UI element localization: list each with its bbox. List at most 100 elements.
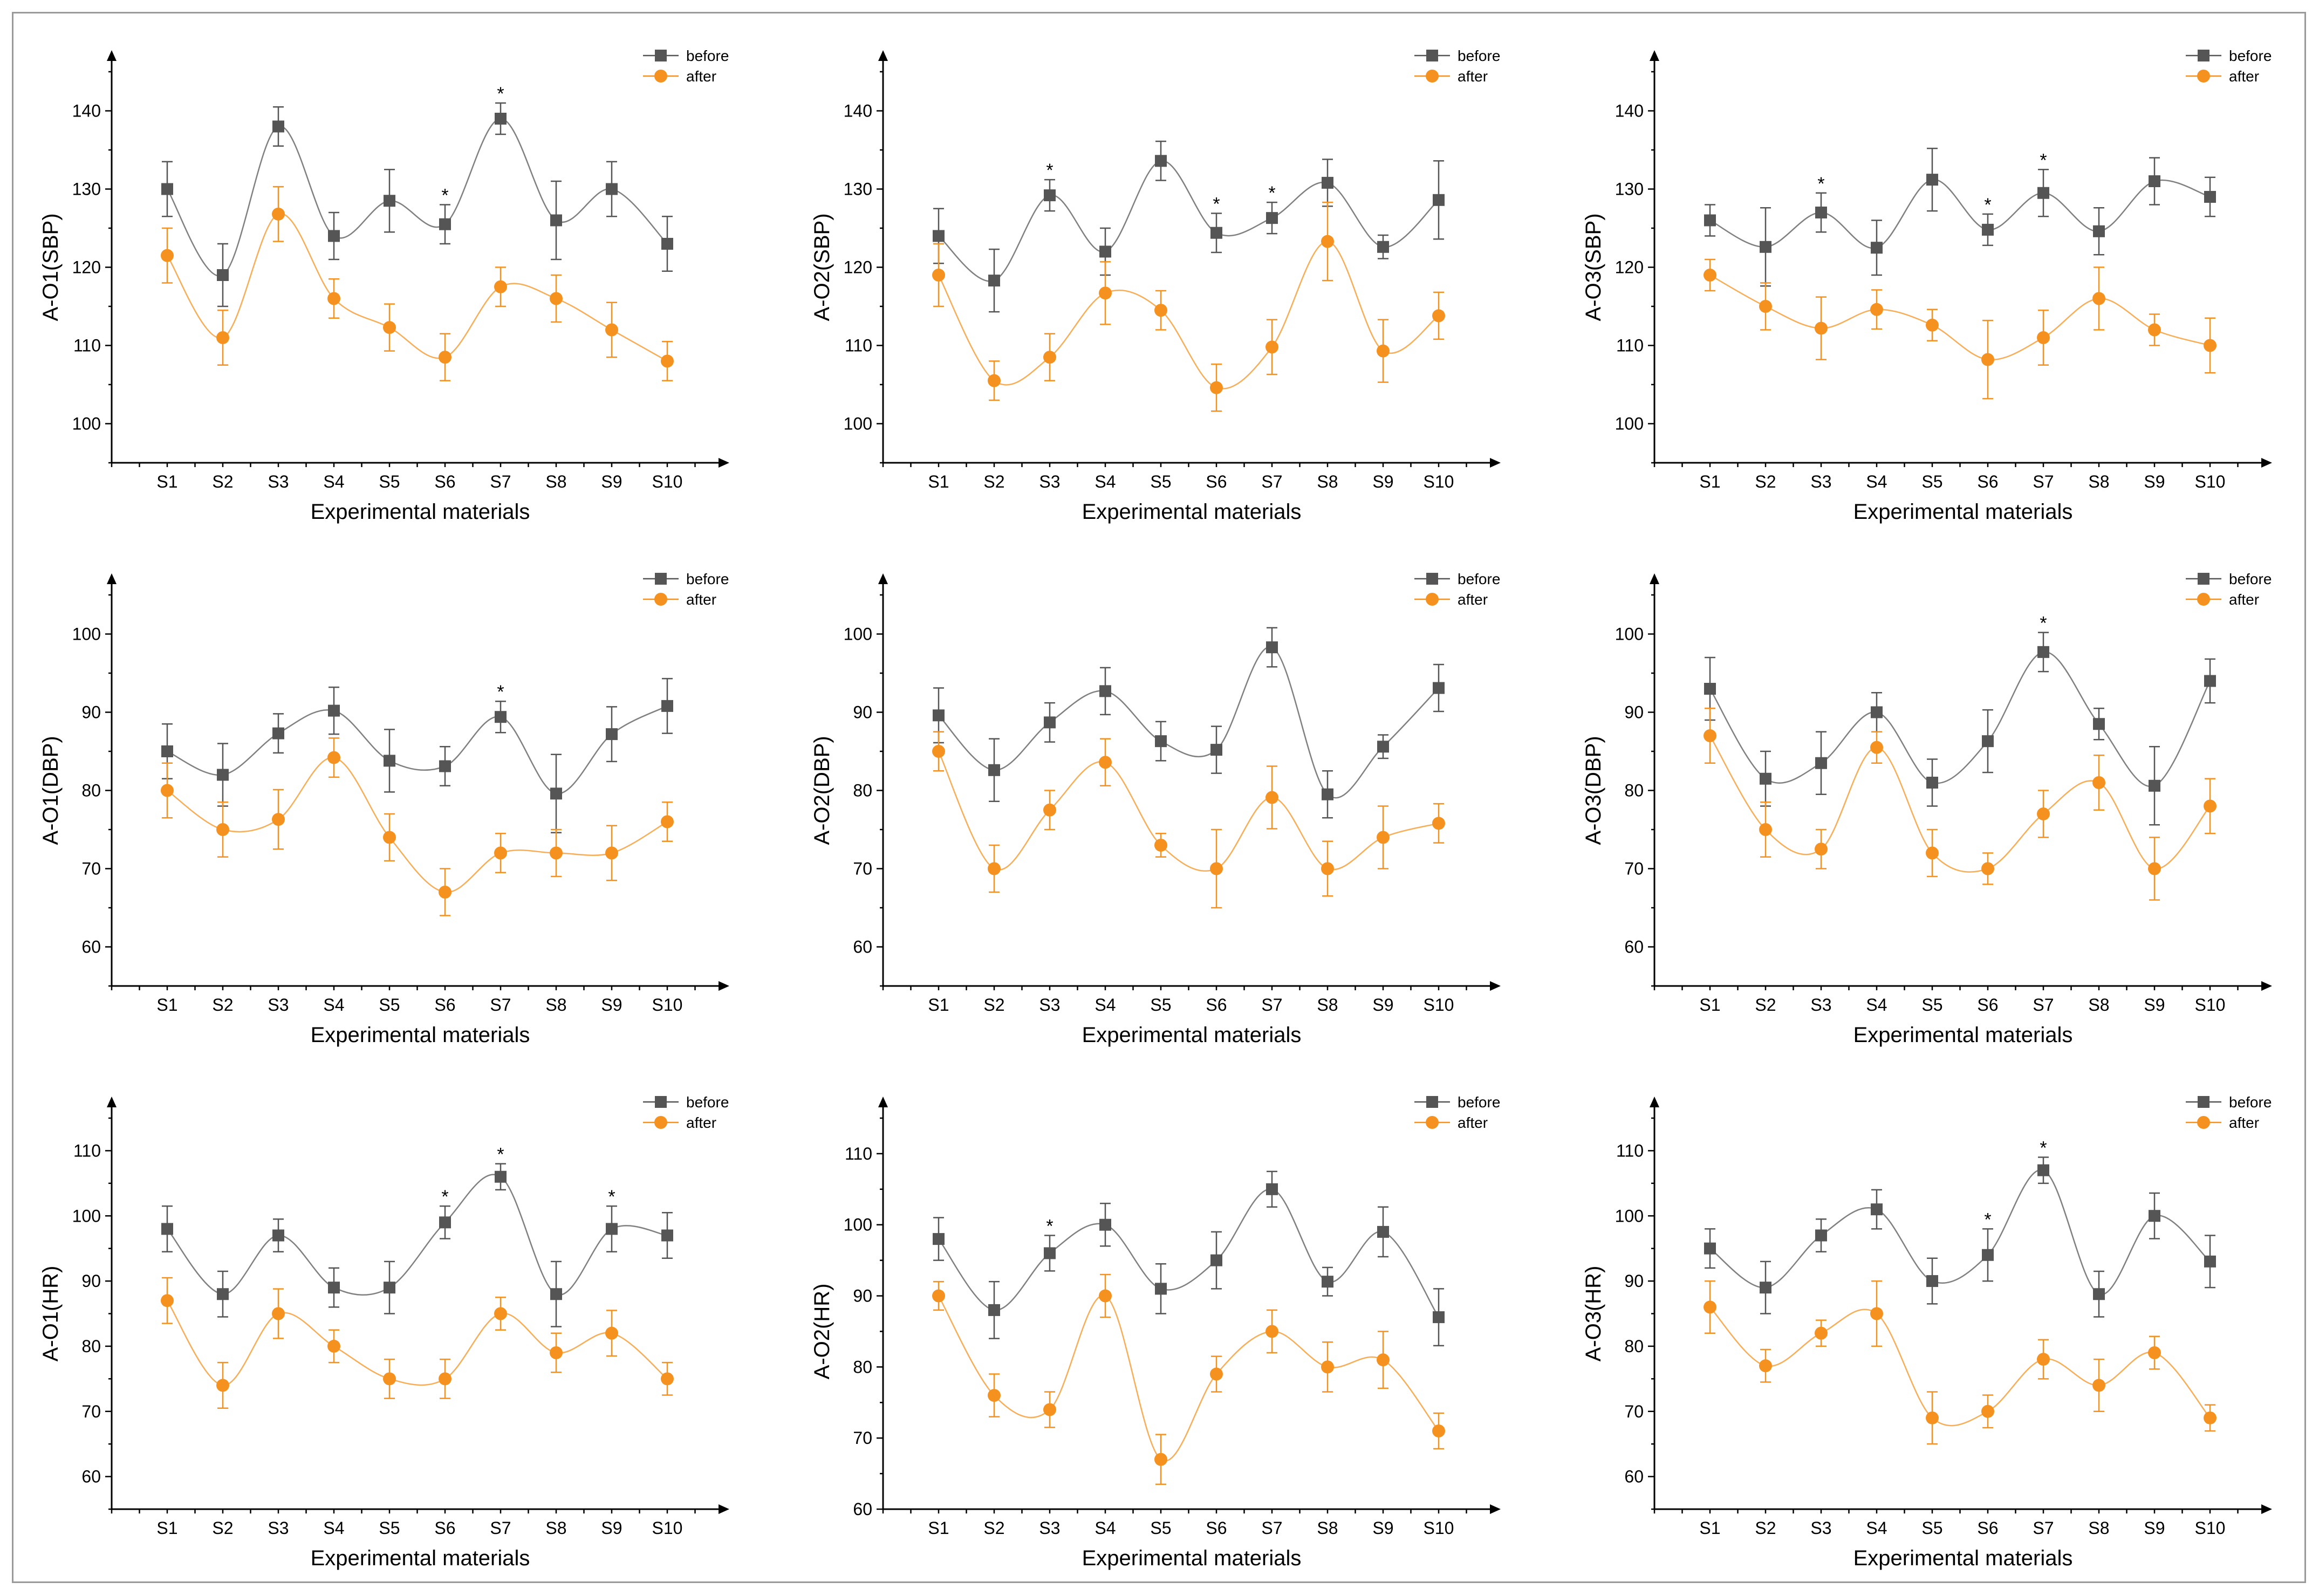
data-point-before <box>1155 155 1167 167</box>
y-tick-label: 110 <box>845 1144 872 1163</box>
legend-marker <box>2197 593 2210 606</box>
x-tick-label: S9 <box>1372 995 1393 1015</box>
x-tick-label: S4 <box>1094 1518 1116 1538</box>
y-tick-label: 60 <box>1624 1467 1644 1487</box>
series-line-before <box>938 1188 1440 1318</box>
data-point-before <box>1704 683 1716 695</box>
x-tick-label: S6 <box>1977 995 1998 1015</box>
data-point-after <box>932 745 945 758</box>
series-line-after <box>938 241 1439 389</box>
legend-item-after: after <box>1414 591 1488 608</box>
legend-marker <box>1426 593 1439 606</box>
data-point-after <box>161 784 174 797</box>
data-point-after <box>605 846 618 860</box>
series-line-after <box>1709 1306 2211 1427</box>
y-tick-label: 70 <box>853 859 872 879</box>
legend-item-after: after <box>2186 68 2259 85</box>
y-tick-label: 140 <box>1615 101 1644 121</box>
data-point-after <box>932 269 945 282</box>
series-line-before <box>938 160 1439 282</box>
y-axis-title: A-O3(HR) <box>1582 1266 1605 1362</box>
series-before <box>933 627 1445 819</box>
data-point-before <box>1815 207 1827 218</box>
legend-marker <box>654 1116 667 1129</box>
data-point-after <box>272 207 285 221</box>
x-tick-label: S2 <box>1755 1518 1776 1538</box>
data-point-after <box>161 249 174 262</box>
data-point-before <box>2093 718 2105 730</box>
data-point-before <box>1704 214 1716 227</box>
legend-marker <box>654 70 667 83</box>
legend-item-after: after <box>643 1114 716 1131</box>
x-tick-label: S4 <box>1866 472 1887 491</box>
y-tick-label: 80 <box>853 781 872 800</box>
y-axis-title: A-O3(SBP) <box>1582 213 1605 321</box>
data-point-before <box>933 709 945 722</box>
legend-marker <box>654 593 667 606</box>
data-point-before <box>2093 225 2105 237</box>
data-point-before <box>2149 175 2160 187</box>
x-axis-title: Experimental materials <box>1853 1023 2073 1047</box>
data-point-before <box>988 1304 1000 1316</box>
data-point-before <box>1377 741 1389 753</box>
significance-marker: * <box>441 1187 448 1207</box>
legend-label: after <box>686 591 716 608</box>
data-point-before <box>217 269 229 281</box>
data-point-before <box>1266 1183 1278 1195</box>
x-tick-label: S10 <box>1424 472 1454 491</box>
x-tick-label: S2 <box>1755 995 1776 1015</box>
x-tick-label: S8 <box>1317 995 1338 1015</box>
data-point-before <box>1926 174 1938 186</box>
data-point-after <box>605 323 618 337</box>
x-tick-label: S4 <box>1094 995 1116 1015</box>
y-tick-label: 70 <box>81 859 101 879</box>
x-tick-label: S7 <box>490 472 511 491</box>
data-point-before <box>1322 788 1333 800</box>
data-point-before <box>384 755 395 767</box>
data-point-before <box>495 113 507 125</box>
data-point-before <box>1433 1311 1445 1324</box>
x-tick-label: S7 <box>2033 1518 2054 1538</box>
x-tick-label: S1 <box>928 472 949 491</box>
data-point-after <box>1432 309 1445 323</box>
data-point-before <box>933 1233 945 1245</box>
y-tick-label: 60 <box>81 937 101 957</box>
data-point-after <box>1265 791 1278 804</box>
legend-label: before <box>1458 47 1500 64</box>
significance-marker: * <box>497 1145 504 1165</box>
y-axis-arrow <box>1650 1097 1659 1107</box>
data-point-before <box>439 218 451 230</box>
data-point-before <box>495 711 507 723</box>
x-tick-label: S8 <box>545 1518 566 1538</box>
data-point-before <box>1044 189 1056 202</box>
significance-marker: * <box>497 84 504 104</box>
data-point-before <box>1266 212 1278 224</box>
y-tick-label: 90 <box>1624 1271 1644 1291</box>
data-point-after <box>1321 1360 1334 1374</box>
x-tick-label: S4 <box>1866 1518 1887 1538</box>
legend-item-after: after <box>2186 591 2259 608</box>
legend-marker <box>2198 1096 2209 1108</box>
x-axis-title: Experimental materials <box>1082 1546 1302 1570</box>
data-point-after <box>439 1372 452 1386</box>
data-point-after <box>2204 339 2217 352</box>
data-point-after <box>327 751 340 764</box>
data-point-after <box>1870 1307 1883 1320</box>
y-axis-arrow <box>107 50 117 61</box>
x-tick-label: S2 <box>212 995 233 1015</box>
legend-label: before <box>686 571 729 587</box>
data-point-before <box>1210 744 1222 756</box>
data-point-after <box>1704 729 1716 742</box>
data-point-before <box>988 275 1000 287</box>
series-after <box>1704 258 2217 400</box>
x-axis-arrow <box>2261 1504 2272 1514</box>
data-point-before <box>1377 1225 1389 1238</box>
x-tick-label: S9 <box>2144 1518 2165 1538</box>
legend-label: before <box>2229 1094 2272 1111</box>
y-tick-label: 100 <box>72 414 101 434</box>
x-tick-label: S5 <box>1150 1518 1171 1538</box>
significance-marker: * <box>1984 195 1991 215</box>
data-point-after <box>661 354 674 368</box>
x-tick-label: S5 <box>379 472 400 491</box>
data-point-after <box>1815 321 1828 335</box>
